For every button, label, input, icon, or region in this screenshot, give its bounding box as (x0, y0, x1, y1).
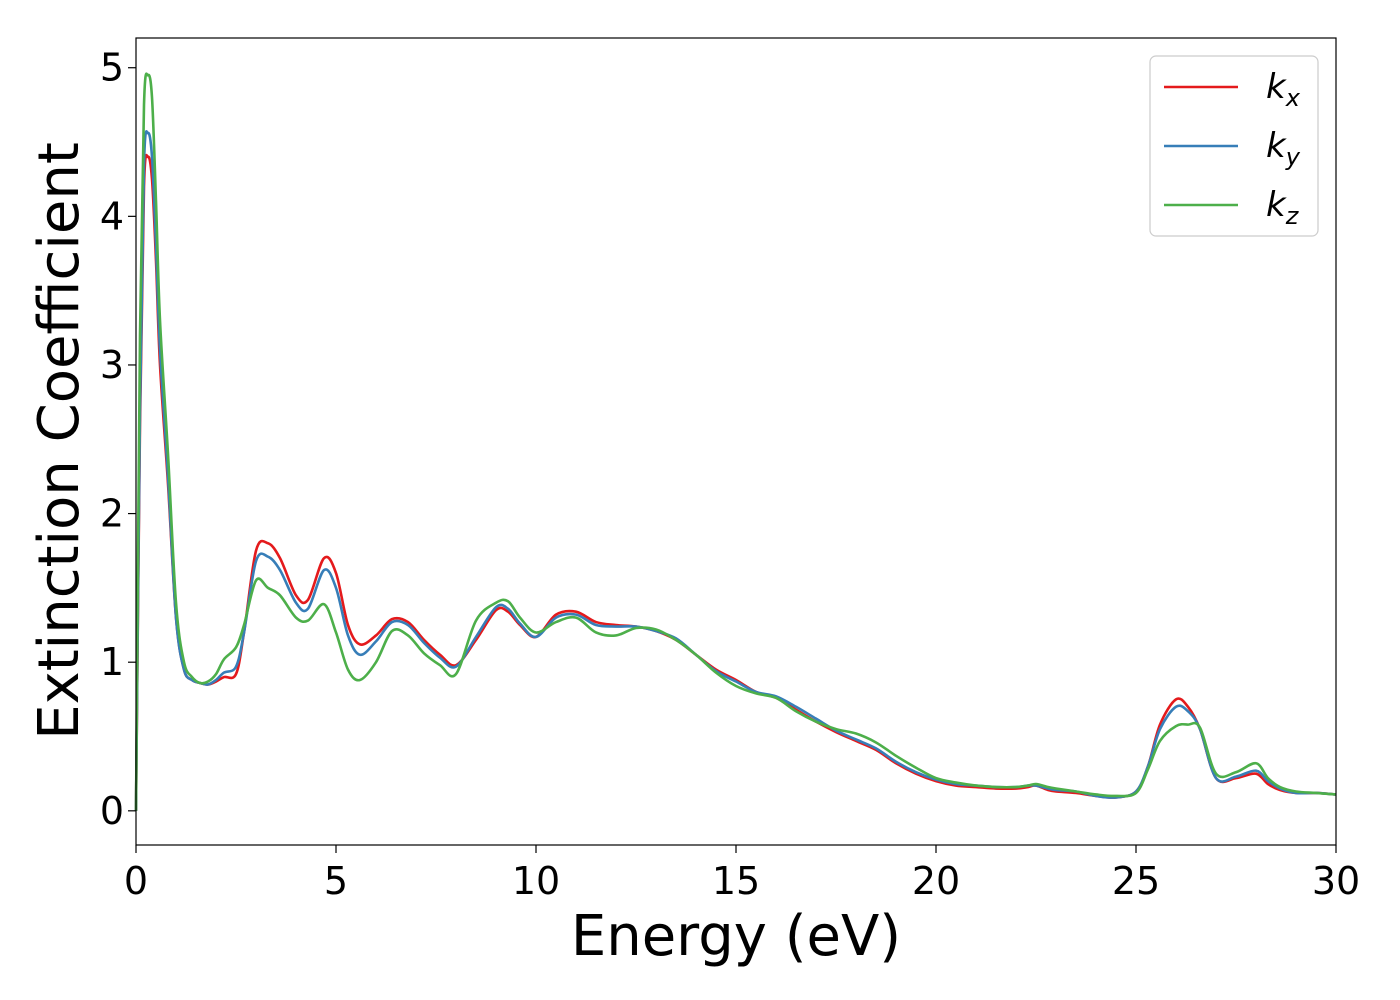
y-tick-label: 0 (100, 789, 124, 833)
y-tick-label: 4 (100, 194, 124, 238)
legend-label-y: ky (1266, 126, 1301, 171)
x-axis-ticks: 0 5 10 15 20 25 30 (124, 845, 1360, 903)
plot-lines (134, 72, 1337, 811)
x-axis-label: Energy (eV) (571, 904, 901, 969)
x-tick-label: 10 (512, 859, 560, 903)
y-tick-label: 2 (100, 492, 124, 536)
series-line-z (134, 72, 1337, 811)
y-tick-label: 1 (100, 640, 124, 684)
y-tick-label: 5 (100, 46, 124, 90)
x-tick-label: 15 (712, 859, 760, 903)
legend-label-z: kz (1266, 185, 1300, 230)
x-tick-label: 25 (1112, 859, 1160, 903)
y-axis-ticks: 0 1 2 3 4 5 (100, 46, 136, 833)
x-tick-label: 30 (1312, 859, 1360, 903)
legend: kx ky kz (1149, 55, 1319, 237)
y-tick-label: 3 (100, 343, 124, 387)
y-axis-label: Extinction Coefficient (27, 142, 92, 740)
x-tick-label: 5 (324, 859, 348, 903)
x-tick-label: 0 (124, 859, 148, 903)
x-tick-label: 20 (912, 859, 960, 903)
legend-label-x: kx (1266, 67, 1301, 112)
